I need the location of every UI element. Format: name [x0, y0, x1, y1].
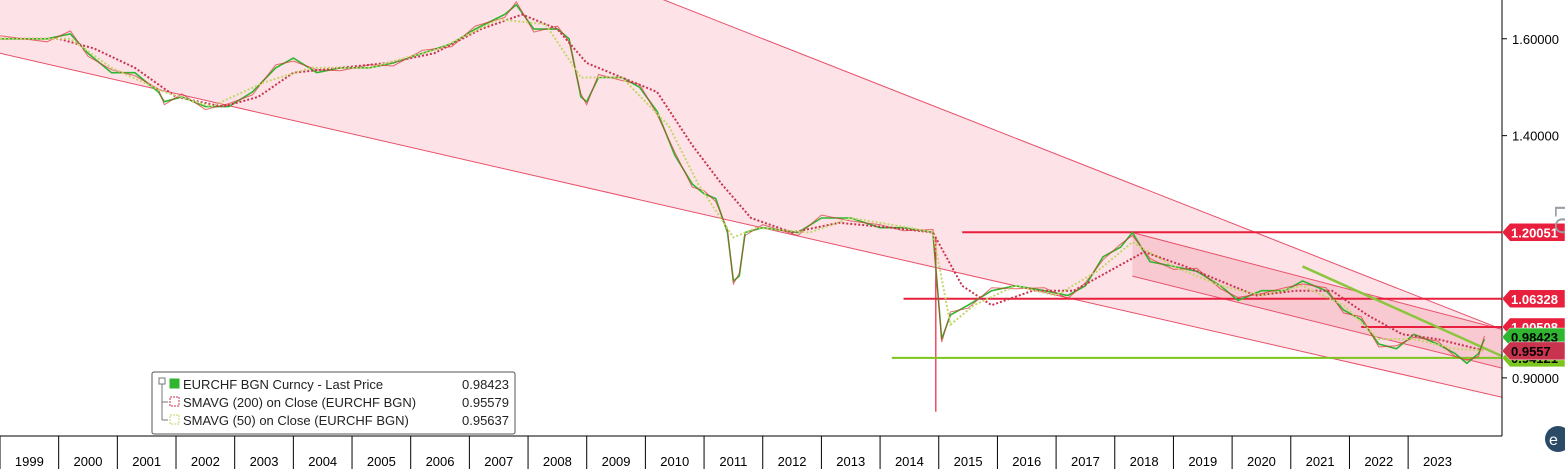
- x-tick-label-9: 2008: [543, 454, 572, 469]
- y-tick-label-1: 1.40000: [1512, 129, 1559, 144]
- legend-label-1: SMAVG (200) on Close (EURCHF BGN): [183, 395, 416, 410]
- x-tick-label-1: 2000: [74, 454, 103, 469]
- inner-channel-upper-line: [1132, 232, 1502, 330]
- x-tick-label-17: 2016: [1012, 454, 1041, 469]
- series-line-0: [0, 3, 1486, 365]
- x-tick-label-19: 2018: [1130, 454, 1159, 469]
- green-trendline: [1302, 265, 1502, 358]
- inner-channel-lower-line: [1132, 275, 1502, 369]
- legend-value-2: 0.95637: [462, 413, 509, 428]
- legend-swatch-2: [169, 414, 180, 425]
- x-tick-label-15: 2014: [895, 454, 924, 469]
- legend-swatch-0: [169, 378, 180, 389]
- x-tick-label-24: 2023: [1423, 454, 1452, 469]
- price-tag-label-5: 0.9557: [1511, 344, 1551, 359]
- x-tick-label-21: 2020: [1247, 454, 1276, 469]
- svg-text:e: e: [1549, 432, 1558, 449]
- legend-value-0: 0.98423: [462, 377, 509, 392]
- price-tag-5: 0.9557: [1501, 341, 1565, 361]
- x-tick-label-6: 2005: [367, 454, 396, 469]
- x-tick-label-0: 1999: [15, 454, 44, 469]
- x-tick-label-2: 2001: [132, 454, 161, 469]
- price-tag-bg-5: [1501, 341, 1565, 361]
- series-line-0-candles: [0, 0, 1485, 361]
- price-tags: 1.200511.063281.005080.941210.984230.955…: [1501, 223, 1565, 368]
- x-tick-label-8: 2007: [484, 454, 513, 469]
- legend-label-0: EURCHF BGN Curncy - Last Price: [183, 377, 383, 392]
- y-tick-label-0: 1.60000: [1512, 32, 1559, 47]
- price-tag-4: 0.98423: [1501, 327, 1565, 347]
- legend-label-2: SMAVG (50) on Close (EURCHF BGN): [183, 413, 409, 428]
- x-tick-label-16: 2015: [954, 454, 983, 469]
- x-tick-label-5: 2004: [308, 454, 337, 469]
- x-tick-label-10: 2009: [602, 454, 631, 469]
- channel-lower-line: [0, 52, 1502, 398]
- price-tag-1: 1.06328: [1501, 289, 1565, 309]
- series-line-1: [0, 13, 1485, 352]
- x-tick-label-11: 2010: [660, 454, 689, 469]
- x-tick-label-23: 2022: [1364, 454, 1393, 469]
- x-tick-label-18: 2017: [1071, 454, 1100, 469]
- legend-tree-connector: [161, 381, 168, 421]
- x-tick-label-14: 2013: [836, 454, 865, 469]
- price-tag-bg-1: [1501, 289, 1565, 309]
- lo-icon[interactable]: LO: [1550, 205, 1565, 234]
- legend: EURCHF BGN Curncy - Last Price 0.98423 SMA…: [151, 371, 516, 435]
- x-tick-label-12: 2011: [719, 454, 747, 469]
- legend-swatch-1: [169, 396, 180, 407]
- channel-fill: [0, 0, 1502, 398]
- trend-lines: [0, 0, 1502, 412]
- price-tag-label-1: 1.06328: [1511, 292, 1558, 307]
- bloomberg-logo-icon: e: [1545, 426, 1565, 452]
- series-lines: [0, 0, 1486, 365]
- series-line-2: [0, 18, 1485, 352]
- x-tick-label-3: 2002: [191, 454, 220, 469]
- price-tag-label-0: 1.20051: [1511, 225, 1558, 240]
- price-tag-bg-0: [1501, 223, 1565, 242]
- x-tick-label-22: 2021: [1306, 454, 1335, 469]
- channel-upper-line: [662, 0, 1502, 330]
- inner-channel-fill: [1132, 232, 1502, 369]
- y-tick-label-2: 0.90000: [1512, 371, 1559, 386]
- x-tick-label-13: 2012: [778, 454, 807, 469]
- legend-box: [151, 371, 516, 435]
- x-tick-label-7: 2006: [426, 454, 455, 469]
- channel-area: [0, 0, 1502, 398]
- price-tag-0: 1.20051: [1501, 223, 1565, 242]
- x-tick-label-4: 2003: [250, 454, 279, 469]
- legend-collapse-icon[interactable]: [158, 377, 166, 385]
- price-tag-label-4: 0.98423: [1511, 330, 1558, 345]
- x-tick-label-20: 2019: [1188, 454, 1217, 469]
- legend-value-1: 0.95579: [462, 395, 509, 410]
